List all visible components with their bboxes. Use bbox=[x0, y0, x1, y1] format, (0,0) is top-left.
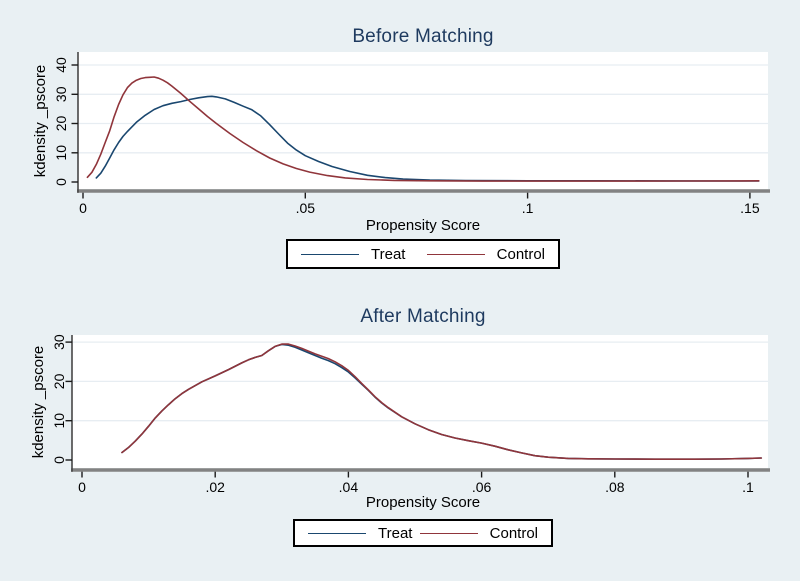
after-legend: Treat Control bbox=[293, 519, 553, 547]
y-tick-label: 20 bbox=[53, 116, 69, 132]
after-legend-control-entry: Control bbox=[419, 524, 538, 542]
after-x-axis-title: Propensity Score bbox=[365, 494, 481, 511]
y-tick-label: 10 bbox=[53, 145, 69, 161]
x-tick-label: .02 bbox=[205, 479, 225, 495]
treat-legend-label: Treat bbox=[371, 245, 406, 263]
y-tick-label: 30 bbox=[53, 86, 69, 102]
x-tick-label: .1 bbox=[742, 479, 754, 495]
treat-curve bbox=[95, 95, 760, 182]
y-tick-label: 0 bbox=[51, 456, 67, 464]
treat-legend-label: Treat bbox=[378, 524, 413, 542]
x-tick-label: 0 bbox=[79, 200, 87, 216]
x-tick-label: .15 bbox=[740, 200, 760, 216]
control-curve bbox=[86, 76, 760, 182]
before-legend-treat-entry: Treat bbox=[301, 246, 405, 263]
treat-line-sample bbox=[308, 532, 366, 534]
after-matching-title: After Matching bbox=[360, 306, 486, 327]
x-tick-label: .1 bbox=[522, 200, 534, 216]
y-tick-label: 10 bbox=[51, 413, 67, 429]
control-line-sample bbox=[426, 253, 485, 255]
control-curve bbox=[121, 343, 763, 461]
x-tick-label: .04 bbox=[339, 479, 359, 495]
after-legend-treat-entry: Treat bbox=[308, 525, 412, 542]
control-legend-label: Control bbox=[496, 245, 545, 263]
y-axis-title: kdensity _pscore bbox=[30, 346, 47, 459]
before-matching-title: Before Matching bbox=[352, 26, 494, 47]
plot-area bbox=[78, 52, 768, 189]
x-tick-label: 0 bbox=[78, 479, 86, 495]
y-tick-label: 20 bbox=[51, 373, 67, 389]
control-line-sample bbox=[419, 532, 478, 534]
y-tick-label: 40 bbox=[53, 57, 69, 73]
before-legend: Treat Control bbox=[286, 239, 560, 269]
plot-area bbox=[72, 335, 768, 468]
before-x-axis-title: Propensity Score bbox=[365, 217, 481, 234]
y-tick-label: 30 bbox=[51, 334, 67, 350]
y-axis-title: kdensity _pscore bbox=[32, 65, 49, 178]
treat-line-sample bbox=[301, 253, 359, 255]
x-tick-label: .06 bbox=[472, 479, 492, 495]
control-legend-label: Control bbox=[489, 524, 538, 542]
x-tick-label: .05 bbox=[296, 200, 316, 216]
before-legend-control-entry: Control bbox=[426, 245, 545, 263]
y-tick-label: 0 bbox=[53, 178, 69, 186]
x-tick-label: .08 bbox=[605, 479, 625, 495]
